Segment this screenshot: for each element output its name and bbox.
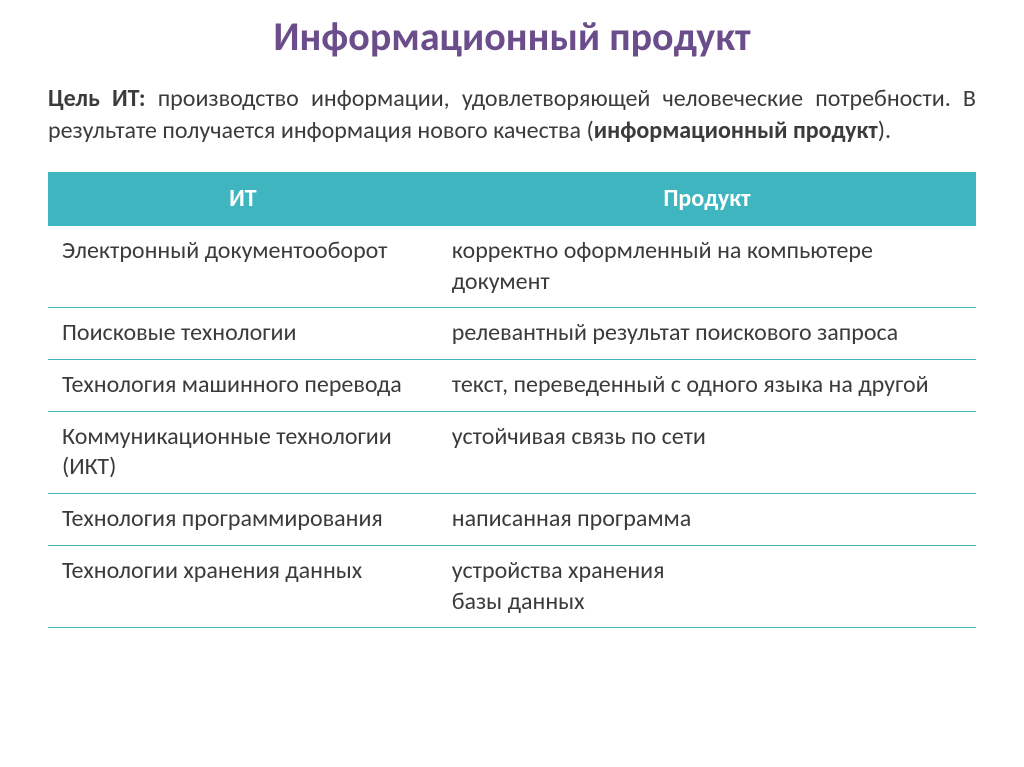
table-row: Коммуникационные технологии (ИКТ) устойч…: [48, 411, 976, 493]
table-header-product: Продукт: [438, 172, 976, 226]
intro-prefix-bold: Цель ИТ:: [48, 84, 146, 113]
table-cell: релевантный результат поискового запроса: [438, 308, 976, 360]
table-cell: Электронный документооборот: [48, 225, 438, 307]
intro-paragraph: Цель ИТ: производство информации, удовле…: [48, 83, 976, 148]
table-row: Поисковые технологии релевантный результ…: [48, 308, 976, 360]
table-cell: Технология программирования: [48, 494, 438, 546]
info-product-table: ИТ Продукт Электронный документооборот к…: [48, 172, 976, 628]
table-body: Электронный документооборот корректно оф…: [48, 225, 976, 627]
table-cell: Технология машинного перевода: [48, 359, 438, 411]
table-cell: написанная программа: [438, 494, 976, 546]
table-cell: устройства хранения базы данных: [438, 545, 976, 627]
table-cell: Технологии хранения данных: [48, 545, 438, 627]
table-row: Электронный документооборот корректно оф…: [48, 225, 976, 307]
table-cell: корректно оформленный на компьютере доку…: [438, 225, 976, 307]
table-row: Технология программирования написанная п…: [48, 494, 976, 546]
table-row: Технологии хранения данных устройства хр…: [48, 545, 976, 627]
table-cell: устойчивая связь по сети: [438, 411, 976, 493]
intro-body-2: ).: [878, 116, 891, 145]
slide-title: Информационный продукт: [48, 12, 976, 61]
table-header-it: ИТ: [48, 172, 438, 226]
intro-bold-tail: информационный продукт: [594, 116, 878, 145]
table-cell: Коммуникационные технологии (ИКТ): [48, 411, 438, 493]
table-header-row: ИТ Продукт: [48, 172, 976, 226]
table-cell: текст, переведенный с одного языка на др…: [438, 359, 976, 411]
table-row: Технология машинного перевода текст, пер…: [48, 359, 976, 411]
table-cell: Поисковые технологии: [48, 308, 438, 360]
